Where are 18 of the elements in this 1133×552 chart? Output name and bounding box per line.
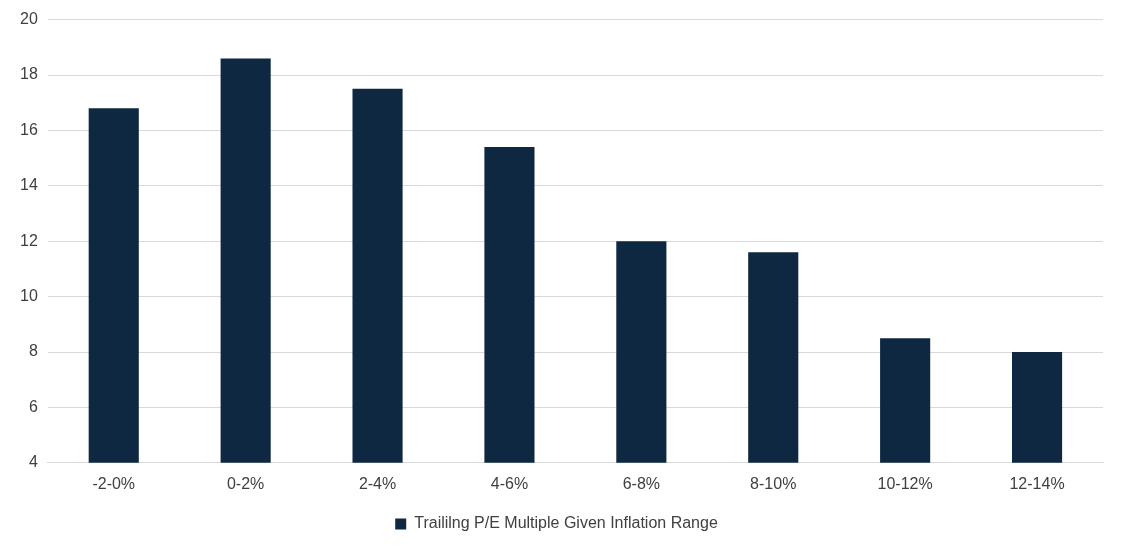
x-tick-label: 0-2% <box>226 474 265 492</box>
x-tick-label: 10-12% <box>877 474 933 492</box>
x-tick-label: 4-6% <box>490 474 529 492</box>
y-tick-label: 16 <box>20 120 38 138</box>
y-tick-label: 20 <box>20 10 38 28</box>
y-tick-label: 6 <box>28 397 38 415</box>
y-tick-label: 14 <box>20 176 38 194</box>
x-tick-label: -2-0% <box>92 474 136 492</box>
y-tick-label: 18 <box>20 65 38 83</box>
y-tick-label: 12 <box>20 231 38 249</box>
y-tick-label: 10 <box>20 287 38 305</box>
x-tick-label: 8-10% <box>750 474 797 492</box>
y-tick-label: 4 <box>28 453 38 471</box>
y-tick-label: 8 <box>28 342 38 360</box>
x-tick-label: 12-14% <box>1009 474 1065 492</box>
legend-label: Traililng P/E Multiple Given Inflation Range <box>414 514 718 532</box>
x-tick-label: 2-4% <box>358 474 397 492</box>
x-tick-label: 6-8% <box>622 474 661 492</box>
